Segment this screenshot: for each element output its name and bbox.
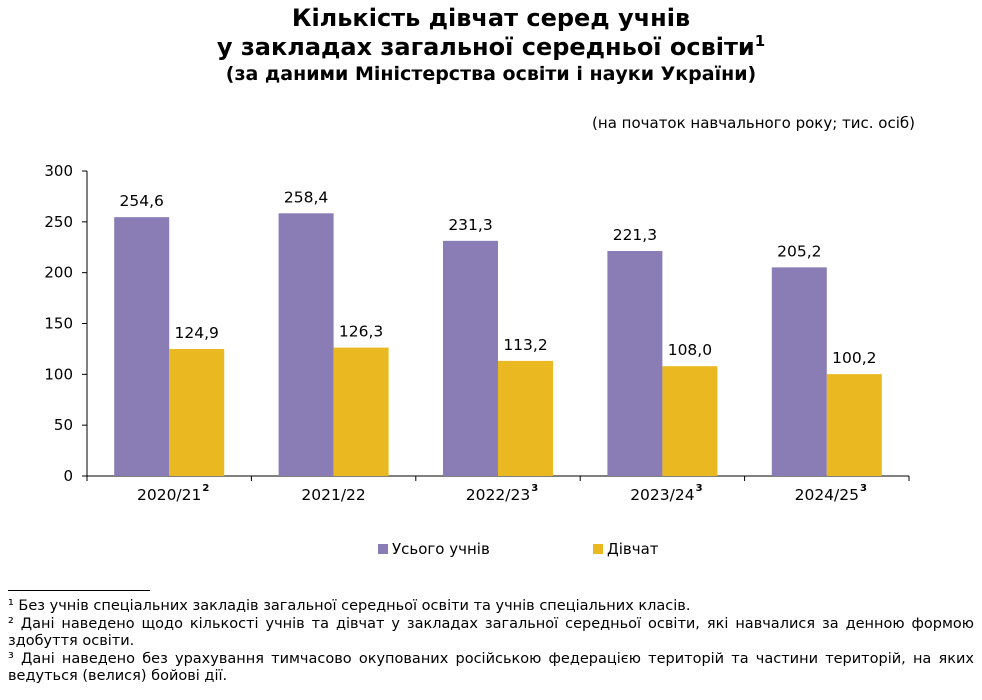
x-tick-label-0: 2020/21 <box>137 486 201 504</box>
legend-label-total: Усього учнів <box>392 540 490 558</box>
bar-girls-3 <box>662 366 718 476</box>
bar-chart: 0 50 100 150 200 250 300 254,6 124,9 2020/21 2 258,… <box>44 162 910 504</box>
data-label-total-1: 258,4 <box>284 188 328 206</box>
x-tick-footnote-mark-2: 3 <box>531 483 538 494</box>
bar-total-1 <box>278 213 334 476</box>
bar-total-2 <box>443 240 498 476</box>
chart-subtitle: (за даними Міністерства освіти і науки У… <box>225 63 757 85</box>
legend-swatch-total <box>378 544 388 554</box>
title-line-2: у закладах загальної середньої освіти1 <box>0 33 982 62</box>
x-tick-label-2: 2022/23 <box>466 486 530 504</box>
data-label-total-4: 205,2 <box>777 242 821 260</box>
legend-swatch-girls <box>593 544 603 554</box>
bar-girls-1 <box>333 347 389 476</box>
legend-item-total: Усього учнів <box>378 540 490 558</box>
bar-girls-4 <box>826 374 882 476</box>
x-tick-footnote-mark-0: 2 <box>202 483 209 494</box>
data-label-total-2: 231,3 <box>448 216 492 234</box>
data-label-girls-0: 124,9 <box>175 324 219 342</box>
legend-item-girls: Дівчат <box>593 540 659 558</box>
y-tick-label-1: 50 <box>54 416 73 434</box>
y-tick-label-2: 100 <box>44 365 73 383</box>
legend-label-girls: Дівчат <box>607 540 659 558</box>
data-label-girls-2: 113,2 <box>503 336 547 354</box>
bar-girls-2 <box>498 360 553 476</box>
x-tick-footnote-mark-3: 3 <box>696 483 703 494</box>
footnote-divider <box>8 590 150 591</box>
x-tick-label-1: 2021/22 <box>301 486 365 504</box>
title-line-1: Кількість дівчат серед учнів <box>291 4 691 32</box>
bar-total-3 <box>607 251 663 476</box>
units-note: (на початок навчального року; тис. осіб) <box>592 114 915 132</box>
bar-girls-0 <box>169 349 225 476</box>
footnotes: ¹ Без учнів спеціальних закладів загальн… <box>8 598 974 686</box>
y-tick-label-4: 200 <box>44 264 73 282</box>
data-label-girls-4: 100,2 <box>832 349 876 367</box>
footnote-3: ³ Дані наведено без урахування тимчасово… <box>8 650 974 685</box>
title-line-2-text: у закладах загальної середньої освіти <box>216 33 755 61</box>
y-tick-label-5: 250 <box>44 213 73 231</box>
x-tick-footnote-mark-4: 3 <box>860 483 867 494</box>
y-tick-label-0: 0 <box>63 467 73 485</box>
footnote-1: ¹ Без учнів спеціальних закладів загальн… <box>8 598 691 614</box>
data-label-total-3: 221,3 <box>613 226 657 244</box>
footnote-2: ² Дані наведено щодо кількості учнів та … <box>8 615 974 650</box>
chart-title: Кількість дівчат серед учнів у закладах … <box>0 4 982 86</box>
data-label-girls-3: 108,0 <box>668 341 712 359</box>
y-tick-label-3: 150 <box>44 315 73 333</box>
y-tick-label-6: 300 <box>44 162 73 180</box>
title-footnote-mark: 1 <box>754 32 766 50</box>
x-tick-label-3: 2023/24 <box>630 486 694 504</box>
bar-total-4 <box>771 267 827 476</box>
x-tick-label-4: 2024/25 <box>795 486 859 504</box>
bar-total-0 <box>114 217 170 476</box>
data-label-girls-1: 126,3 <box>339 323 383 341</box>
data-label-total-0: 254,6 <box>120 192 164 210</box>
